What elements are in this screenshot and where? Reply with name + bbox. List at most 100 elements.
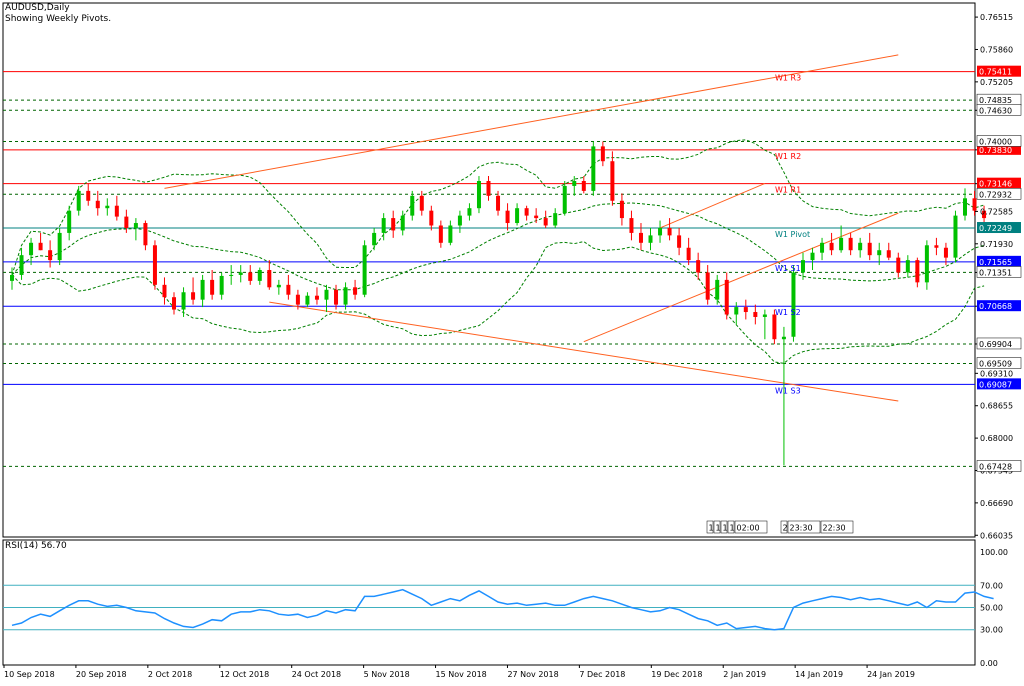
candle-body: [343, 287, 348, 305]
candle-body: [743, 307, 748, 313]
bollinger-middle: [11, 202, 985, 291]
price-tag: [977, 255, 1021, 267]
chart-title: AUDUSD,Daily: [5, 3, 70, 13]
candle-body: [734, 307, 739, 315]
trendlines: [164, 54, 899, 402]
level-tag-label: 0.67428: [979, 462, 1012, 471]
x-tick-label: 24 Jan 2019: [867, 670, 915, 679]
time-label: 1: [716, 524, 721, 533]
time-label: 22:30: [823, 524, 846, 533]
candle-body: [476, 181, 481, 209]
candle-body: [800, 260, 805, 273]
x-tick-label: 2 Jan 2019: [723, 670, 766, 679]
x-tick-label: 15 Nov 2018: [436, 670, 487, 679]
trendline: [583, 212, 899, 343]
pivot-label: W1 R3: [775, 74, 801, 83]
x-tick-label: 27 Nov 2018: [507, 670, 558, 679]
time-labels-box: 1 1 1 1 02:00 2 23:30 22:30: [706, 520, 854, 534]
candle-body: [705, 272, 710, 300]
price-panel: [2, 2, 976, 538]
price-axis: 0.76515 0.75860 0.75205 0.74630 0.73830 0.731…: [975, 13, 1022, 540]
level-tag: [976, 135, 1022, 147]
candle-body: [972, 198, 977, 211]
rsi-panel: 100.00 70.00 50.00 30.00 0.00: [2, 539, 1008, 668]
date-axis: 10 Sep 2018 20 Sep 2018 2 Oct 2018 12 Oct 2…: [3, 665, 915, 679]
time-label-box: [727, 520, 735, 534]
pivot-label: W1 S2: [775, 308, 801, 317]
candle-body: [534, 215, 539, 219]
level-tag-label: 0.72932: [979, 190, 1012, 199]
time-label-box: [780, 520, 788, 534]
candle-body: [19, 255, 24, 275]
y-tick-label: 0.71930: [980, 240, 1013, 249]
time-label: 23:30: [790, 524, 813, 533]
candle-body: [429, 210, 434, 226]
candle-body: [610, 161, 615, 201]
candle-body: [29, 242, 34, 256]
candle-body: [496, 195, 501, 211]
candle-body: [305, 295, 310, 305]
candle-body: [486, 181, 491, 196]
time-label-box: [720, 520, 728, 534]
x-tick-label: 24 Oct 2018: [292, 670, 341, 679]
rsi-label: RSI(14) 56.70: [5, 541, 67, 551]
level-tag: [976, 188, 1022, 200]
trendline: [659, 183, 766, 229]
candle-body: [295, 294, 300, 305]
candle-body: [57, 232, 62, 261]
y-tick-label: 0.75860: [980, 45, 1013, 54]
candle-body: [839, 237, 844, 251]
candle-body: [715, 279, 720, 300]
y-tick-label: 0.68655: [980, 402, 1013, 411]
time-label-box: [820, 520, 854, 534]
candle-body: [982, 210, 987, 219]
y-tick-label: 0.75205: [980, 78, 1013, 87]
level-tag-label: 0.74000: [979, 137, 1012, 146]
candle-body: [791, 272, 796, 337]
candle-body: [915, 260, 920, 283]
price-panel-frame: [2, 2, 976, 538]
candle-body: [324, 289, 329, 300]
candle-body: [924, 245, 929, 283]
candle-body: [448, 225, 453, 243]
candle-body: [276, 284, 281, 288]
candle-body: [314, 295, 319, 300]
candle-body: [76, 190, 81, 211]
candle-body: [381, 218, 386, 233]
candle-body: [353, 287, 358, 295]
candle-body: [286, 284, 291, 295]
candle-body: [667, 227, 672, 236]
candle-body: [419, 195, 424, 211]
candle-body: [905, 260, 910, 273]
candle-body: [648, 235, 653, 243]
candle-body: [334, 289, 339, 305]
level-tag: [976, 357, 1022, 369]
candle-body: [38, 242, 43, 251]
candle-body: [95, 200, 100, 209]
candle-body: [105, 205, 110, 209]
candle-body: [810, 252, 815, 261]
x-tick-label: 5 Nov 2018: [364, 670, 410, 679]
pivot-label: W1 R1: [775, 186, 801, 195]
price-tag-label: 0.73146: [979, 180, 1012, 189]
candle-body: [877, 250, 882, 256]
candle-body: [515, 208, 520, 224]
candle-body: [505, 210, 510, 224]
candle-body: [724, 279, 729, 315]
candle-body: [629, 218, 634, 233]
candle-body: [143, 223, 148, 246]
candle-body: [162, 284, 167, 298]
candle-body: [572, 181, 577, 186]
candle-body: [524, 208, 529, 216]
price-tag-label: 0.71565: [979, 258, 1012, 267]
level-tag-label: 0.69904: [979, 340, 1012, 349]
candle-body: [858, 242, 863, 251]
pivot-label: W1 S1: [775, 264, 801, 273]
candle-body: [619, 200, 624, 219]
candle-body: [362, 245, 367, 295]
candle-body: [963, 198, 967, 216]
x-tick-label: 14 Jan 2019: [795, 670, 843, 679]
time-label-box: [713, 520, 721, 534]
candle-body: [867, 242, 872, 256]
